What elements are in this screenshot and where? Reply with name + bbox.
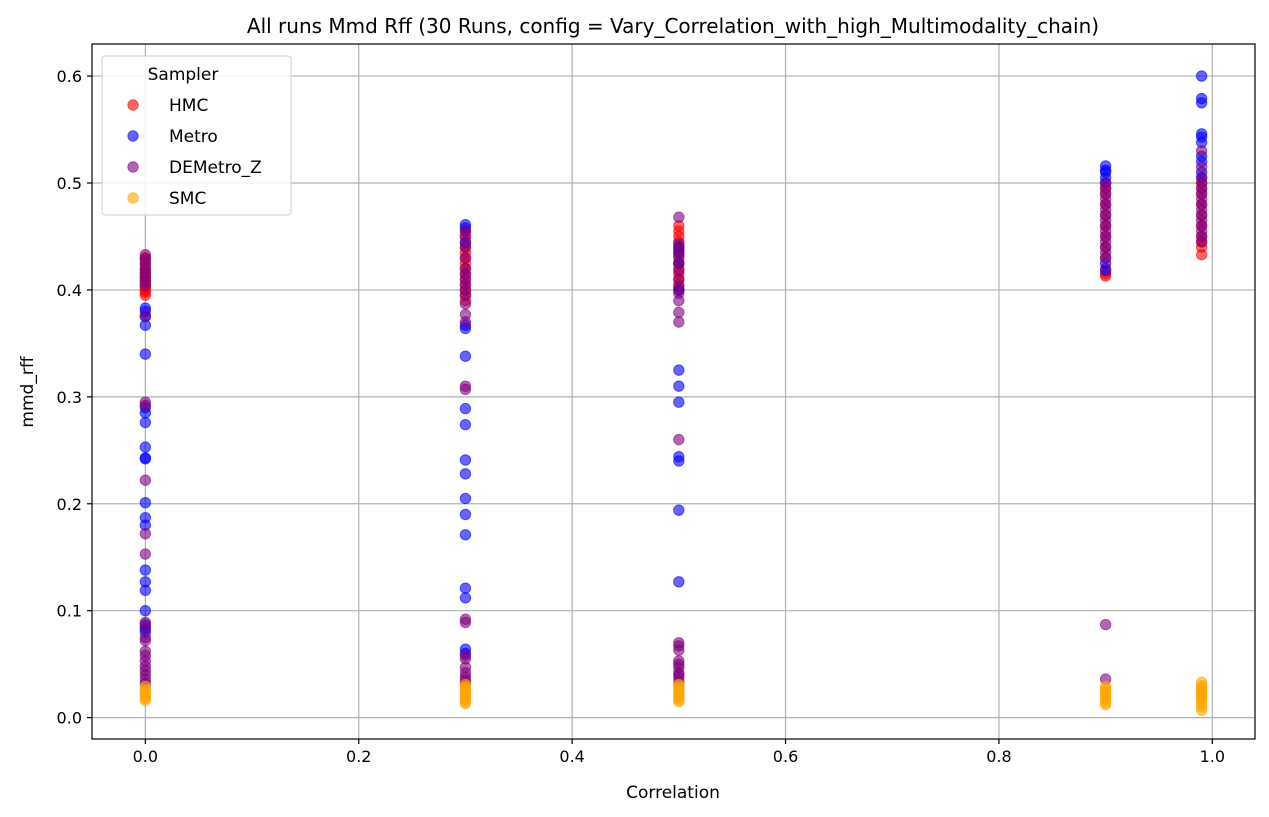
legend-label: HMC [169,96,208,116]
data-point [459,316,472,328]
data-point [459,418,472,431]
data-point [673,433,685,446]
y-tick-label: 0.6 [57,67,82,86]
data-point [673,306,685,319]
data-point [459,698,472,710]
data-point [673,504,685,516]
data-point [459,402,472,415]
data-point [673,576,685,588]
data-point [1099,252,1112,264]
data-point [459,616,472,629]
legend-marker [127,161,139,173]
data-point [139,621,152,633]
x-tick-label: 1.0 [1200,747,1225,766]
x-tick-label: 0.0 [133,747,158,766]
x-tick-label: 0.8 [986,747,1011,766]
data-point [139,279,152,292]
data-point [1099,264,1112,277]
y-tick-label: 0.1 [57,602,82,621]
data-point [139,694,152,707]
data-point [673,695,685,708]
data-point [139,497,152,509]
y-tick-label: 0.0 [57,709,82,728]
x-axis-label: Correlation [626,783,720,803]
data-point [459,468,472,480]
data-point [459,252,472,264]
legend-marker [127,99,139,111]
legend-label: Metro [169,127,218,147]
x-tick-label: 0.4 [559,747,584,766]
data-point [1195,161,1208,173]
y-tick-label: 0.2 [57,495,82,514]
plot-frame [91,43,1256,740]
data-point [459,508,472,521]
axis-ticks: 0.0 0.2 0.4 0.6 0.8 1.0 0.0 0.1 0.2 0.3 0.4 0.5 0.6 [57,67,1226,766]
data-point [459,298,472,310]
data-point [1195,704,1208,716]
data-point [139,528,152,540]
data-point [139,319,152,331]
data-point [673,644,685,656]
legend-label: DEMetro_Z [169,158,262,178]
y-tick-label: 0.4 [57,281,82,300]
x-tick-label: 0.6 [773,747,798,766]
data-point [139,441,152,453]
data-point [459,454,472,466]
data-point [673,316,685,328]
data-point [139,348,152,360]
legend: Sampler HMC Metro DEMetro_Z SMC [101,55,292,216]
legend-marker [127,192,139,204]
data-point [459,230,472,243]
x-tick-label: 0.2 [346,747,371,766]
data-point [673,211,685,223]
data-point [459,492,472,505]
data-point [139,453,152,465]
data-point [139,416,152,429]
data-point [1195,70,1208,82]
data-point [1099,618,1112,631]
data-points [139,70,1208,716]
data-point [1195,145,1208,157]
data-point [139,474,152,486]
data-point [139,548,152,560]
data-point [1099,699,1112,711]
y-tick-label: 0.3 [57,388,82,407]
y-tick-label: 0.5 [57,174,82,193]
data-point [459,350,472,362]
data-point [459,582,472,594]
data-point [139,604,152,617]
y-axis-label: mmd_rff [18,355,38,427]
series-smc [139,676,1208,716]
legend-label: SMC [169,189,206,209]
legend-entries: HMC Metro DEMetro_Z SMC [127,96,262,209]
data-point [139,564,152,576]
data-point [673,455,685,467]
legend-title: Sampler [148,65,219,85]
data-point [459,529,472,541]
chart-title: All runs Mmd Rff (30 Runs, config = Vary… [247,14,1099,38]
legend-box [101,55,292,216]
data-point [673,294,685,307]
legend-marker [127,130,139,142]
data-point [1195,97,1208,109]
data-point [139,399,152,412]
data-point [459,592,472,604]
data-point [673,364,685,376]
data-point [139,634,152,647]
data-point [139,309,152,322]
data-point [1195,236,1208,248]
data-point [673,396,685,408]
data-point [673,380,685,392]
data-point [139,584,152,597]
data-point [459,383,472,396]
data-point [459,241,472,253]
